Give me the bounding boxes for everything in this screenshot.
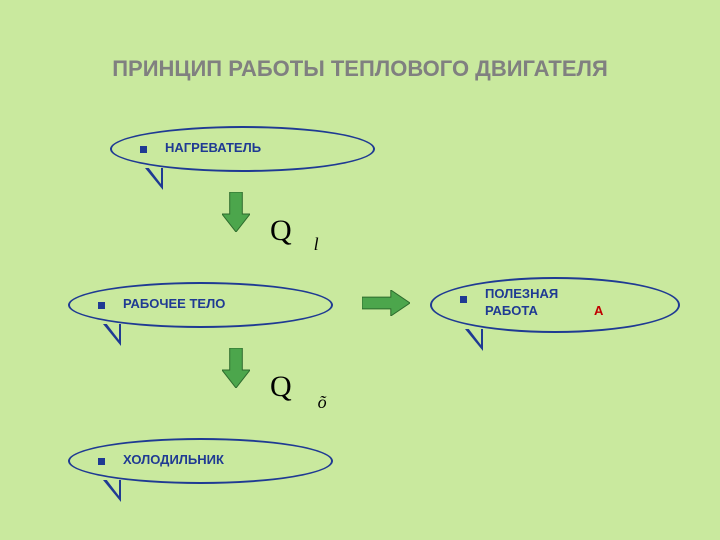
arrow-right-icon — [362, 290, 410, 316]
callout-heater-tail — [145, 168, 163, 190]
callout-heater-label: НАГРЕВАТЕЛЬ — [165, 140, 261, 155]
callout-body-tail — [103, 324, 121, 346]
bullet-icon — [140, 146, 147, 153]
callout-work-tail — [465, 329, 483, 351]
bullet-icon — [460, 296, 467, 303]
formula-q2: Q õ — [270, 370, 305, 404]
callout-work-label-2: РАБОТА — [485, 303, 538, 318]
formula-q2-q: Q — [270, 370, 292, 403]
formula-q2-sub: õ — [318, 392, 327, 412]
formula-q1-sub: l — [314, 234, 319, 254]
callout-work-symbol: А — [594, 303, 603, 318]
formula-q1: Q l — [270, 214, 301, 248]
callout-cooler-label: ХОЛОДИЛЬНИК — [123, 452, 224, 467]
bullet-icon — [98, 302, 105, 309]
callout-body-label: РАБОЧЕЕ ТЕЛО — [123, 296, 225, 311]
callout-work-label-1: ПОЛЕЗНАЯ — [485, 286, 558, 301]
arrow-down-icon — [222, 348, 250, 388]
callout-cooler-tail — [103, 480, 121, 502]
diagram-title: ПРИНЦИП РАБОТЫ ТЕПЛОВОГО ДВИГАТЕЛЯ — [0, 56, 720, 82]
diagram-canvas: ПРИНЦИП РАБОТЫ ТЕПЛОВОГО ДВИГАТЕЛЯ НАГРЕ… — [0, 0, 720, 540]
arrow-down-icon — [222, 192, 250, 232]
formula-q1-q: Q — [270, 214, 292, 247]
bullet-icon — [98, 458, 105, 465]
